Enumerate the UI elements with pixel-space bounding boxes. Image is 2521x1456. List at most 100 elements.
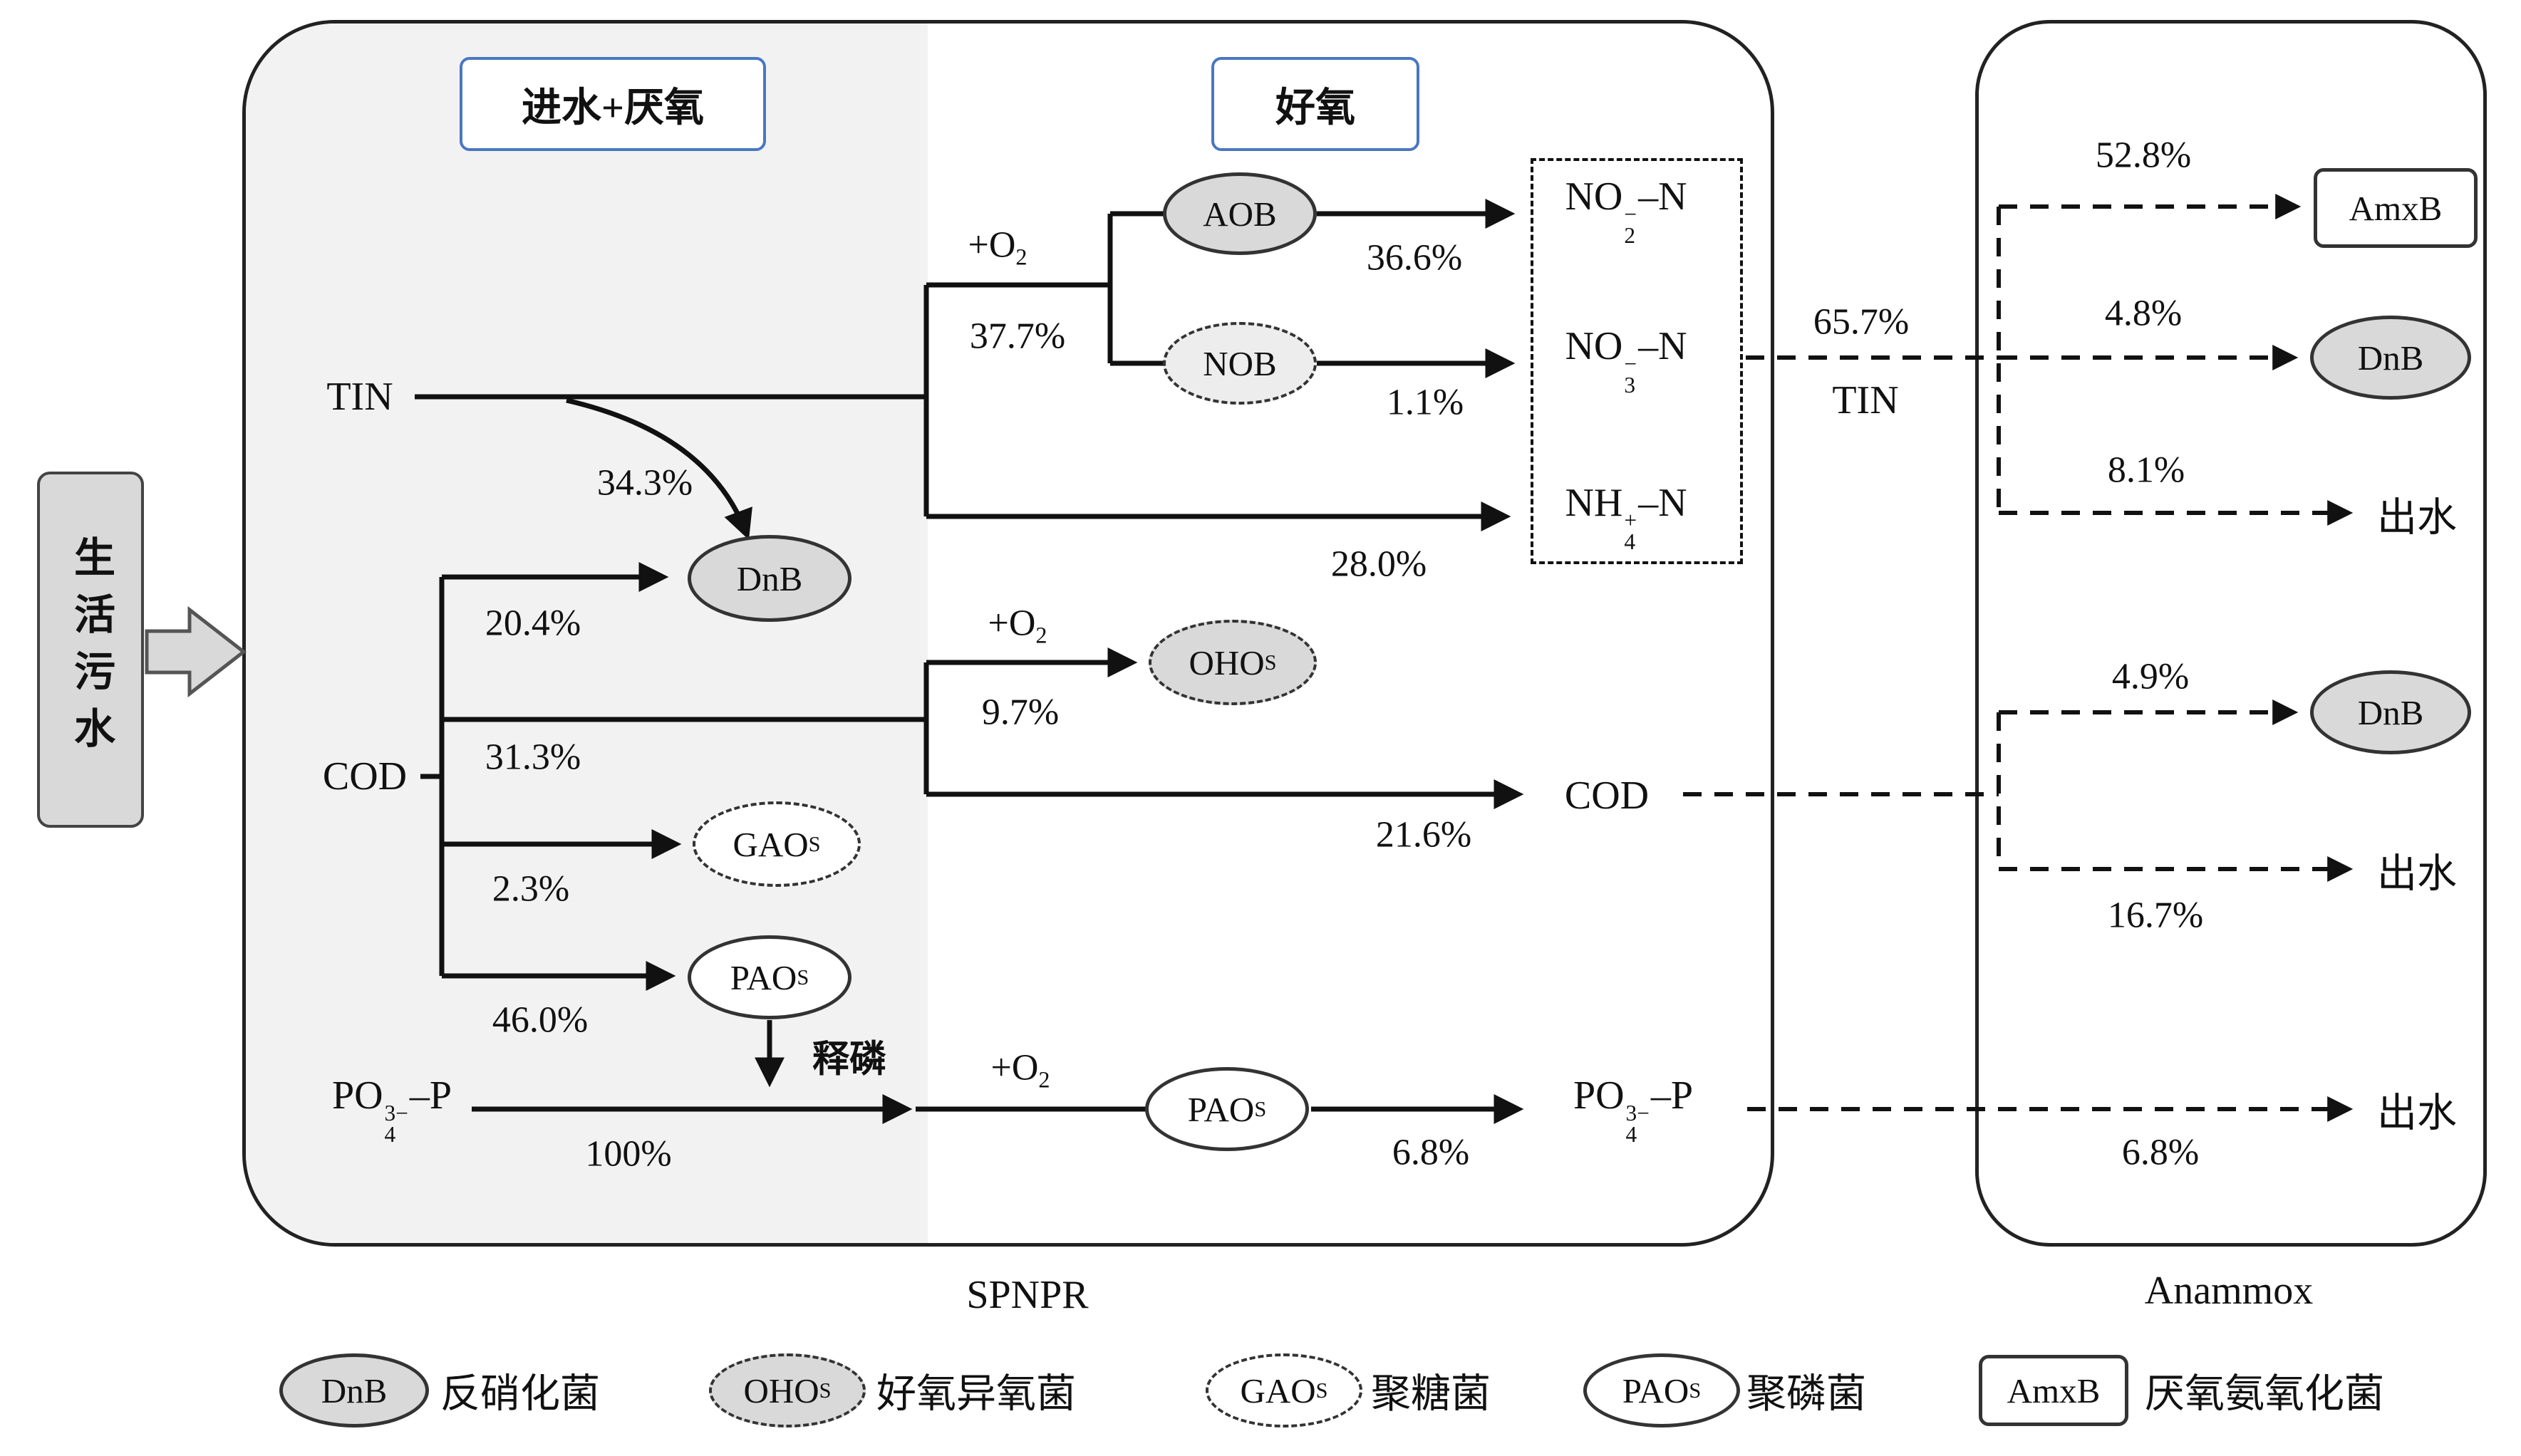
legend-amxb-symbol: AmxB	[1979, 1355, 2128, 1426]
pct-cod-to-aerobic: 31.3%	[485, 737, 581, 778]
node-pao-aerobic-base: PAO	[1187, 1089, 1255, 1129]
nh4-sup: +	[1624, 508, 1637, 534]
no2-base: NO	[1565, 175, 1623, 219]
nh4-subsup: +4	[1624, 508, 1637, 555]
legend-dnb-name: 反硝化菌	[440, 1372, 600, 1417]
legend-gao-name: 聚糖菌	[1371, 1372, 1491, 1417]
po4-in-sub: 4	[384, 1122, 396, 1148]
label-no2-n: NO −2 –N	[1565, 174, 1687, 246]
legend-gao-symbol-base: GAO	[1240, 1371, 1316, 1410]
legend-amxb-name: 厌氧氨氧化菌	[2145, 1372, 2384, 1417]
label-p-release: 释磷	[812, 1039, 887, 1081]
o2-oho-sub: 2	[1035, 622, 1047, 648]
influent-label: 生活污水	[68, 536, 114, 764]
legend-oho-symbol: OHO S	[709, 1353, 866, 1428]
legend-gao-symbol-sub: S	[1315, 1378, 1328, 1403]
o2-oho-base: +O	[988, 603, 1036, 644]
label-effluent-p: 出水	[2377, 1091, 2457, 1136]
po4-mid-sup: 3−	[1625, 1101, 1650, 1126]
pct-tin-to-anammox: 65.7%	[1813, 301, 1910, 343]
node-gao: GAO S	[693, 801, 861, 887]
legend-pao-symbol-base: PAO	[1622, 1371, 1689, 1410]
no2-tail: –N	[1638, 175, 1687, 219]
node-aob: AOB	[1163, 172, 1317, 255]
label-effluent-n: 出水	[2377, 496, 2457, 541]
legend-dnb-symbol-text: DnB	[321, 1371, 388, 1410]
caption-anammox: Anammox	[2144, 1269, 2314, 1313]
legend-oho-symbol-base: OHO	[743, 1371, 819, 1410]
node-dnb-spnpr-text: DnB	[736, 558, 803, 598]
node-pao-anaerobic-sub: S	[797, 964, 809, 989]
legend-gao-symbol: GAO S	[1206, 1353, 1362, 1428]
pct-cod-to-pao: 46.0%	[492, 999, 589, 1041]
label-o2-nitrification: +O2	[968, 224, 1027, 270]
label-o2-oho: +O2	[988, 602, 1047, 648]
node-oho-base: OHO	[1189, 643, 1265, 682]
no3-base: NO	[1565, 324, 1623, 369]
nh4-sub: 4	[1624, 529, 1636, 555]
legend-pao-name: 聚磷菌	[1746, 1372, 1866, 1417]
no3-tail: –N	[1638, 324, 1687, 369]
no2-sup: −	[1624, 202, 1637, 227]
node-gao-base: GAO	[733, 824, 809, 864]
node-dnb-anammox-n-text: DnB	[2357, 338, 2424, 378]
node-nob-text: NOB	[1203, 343, 1277, 383]
legend-dnb-symbol: DnB	[279, 1353, 429, 1428]
nitrogen-species-dashed-box	[1531, 158, 1743, 564]
po4-in-tail: –P	[409, 1073, 452, 1118]
no2-subsup: −2	[1624, 202, 1637, 249]
node-aob-text: AOB	[1203, 194, 1277, 234]
label-cod: COD	[322, 754, 408, 799]
pct-nob-to-no3: 1.1%	[1386, 382, 1464, 423]
po4-in-subsup: 3− 4	[384, 1101, 408, 1148]
no2-sub: 2	[1624, 223, 1636, 249]
nh4-tail: –N	[1638, 481, 1687, 526]
legend-pao-symbol: PAO S	[1583, 1353, 1740, 1428]
zone-tag-aerobic: 好氧	[1211, 57, 1419, 151]
po4-mid-subsup: 3− 4	[1625, 1101, 1650, 1148]
caption-spnpr: SPNPR	[966, 1273, 1089, 1317]
pct-anammox-to-effluent: 8.1%	[2107, 449, 2185, 491]
label-no3-n: NO −3 –N	[1565, 323, 1687, 396]
legend-oho-name: 好氧异氧菌	[876, 1372, 1076, 1417]
label-effluent-cod: 出水	[2377, 852, 2457, 897]
influent-box: 生活污水	[37, 472, 144, 828]
po4-in-sup: 3−	[384, 1101, 408, 1126]
o2-pao-base: +O	[990, 1047, 1039, 1088]
po4-mid-sub: 4	[1625, 1122, 1637, 1148]
pct-cod-to-effluent: 16.7%	[2107, 895, 2204, 936]
pct-tin-to-dnb: 34.3%	[596, 462, 693, 504]
pct-anammox-to-dnb: 4.8%	[2104, 293, 2183, 334]
pct-cod-to-gao: 2.3%	[492, 868, 570, 910]
node-dnb-anammox-n: DnB	[2310, 316, 2471, 400]
arrow-tin-to-dnb	[566, 397, 752, 540]
no3-sub: 3	[1624, 373, 1636, 398]
pct-po4-in: 100%	[585, 1133, 672, 1175]
po4-mid-tail: –P	[1650, 1073, 1694, 1118]
solid-trunk-lines	[415, 211, 1191, 1112]
pct-cod-to-oho: 9.7%	[981, 692, 1060, 733]
pct-po4-residual: 6.8%	[1392, 1132, 1470, 1173]
label-po4-p-mid: PO 3− 4 –P	[1573, 1073, 1693, 1145]
zone-tag-anaerobic: 进水+厌氧	[460, 57, 766, 151]
node-pao-aerobic-sub: S	[1254, 1096, 1267, 1121]
nh4-base: NH	[1565, 481, 1623, 526]
po4-mid-base: PO	[1573, 1073, 1625, 1118]
influent-block-arrow	[145, 605, 247, 698]
legend-oho-symbol-sub: S	[819, 1378, 832, 1403]
node-pao-anaerobic: PAO S	[688, 935, 851, 1019]
po4-in-base: PO	[331, 1073, 383, 1118]
pct-to-nh4: 28.0%	[1330, 544, 1427, 585]
label-tin-mid: TIN	[1832, 378, 1899, 422]
pct-aob-to-no2: 36.6%	[1366, 237, 1463, 279]
node-oho-sub: S	[1264, 650, 1277, 675]
node-oho: OHO S	[1149, 620, 1317, 705]
label-tin: TIN	[326, 375, 393, 419]
no3-sup: −	[1624, 351, 1637, 377]
zone-tag-aerobic-text: 好氧	[1275, 85, 1355, 130]
node-dnb-anammox-cod: DnB	[2310, 670, 2471, 754]
node-dnb-anammox-cod-text: DnB	[2357, 692, 2424, 732]
legend-amxb-symbol-text: AmxB	[2007, 1371, 2101, 1410]
